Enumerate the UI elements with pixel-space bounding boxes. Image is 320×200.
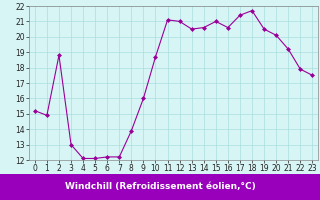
Text: Windchill (Refroidissement éolien,°C): Windchill (Refroidissement éolien,°C) [65, 182, 255, 192]
